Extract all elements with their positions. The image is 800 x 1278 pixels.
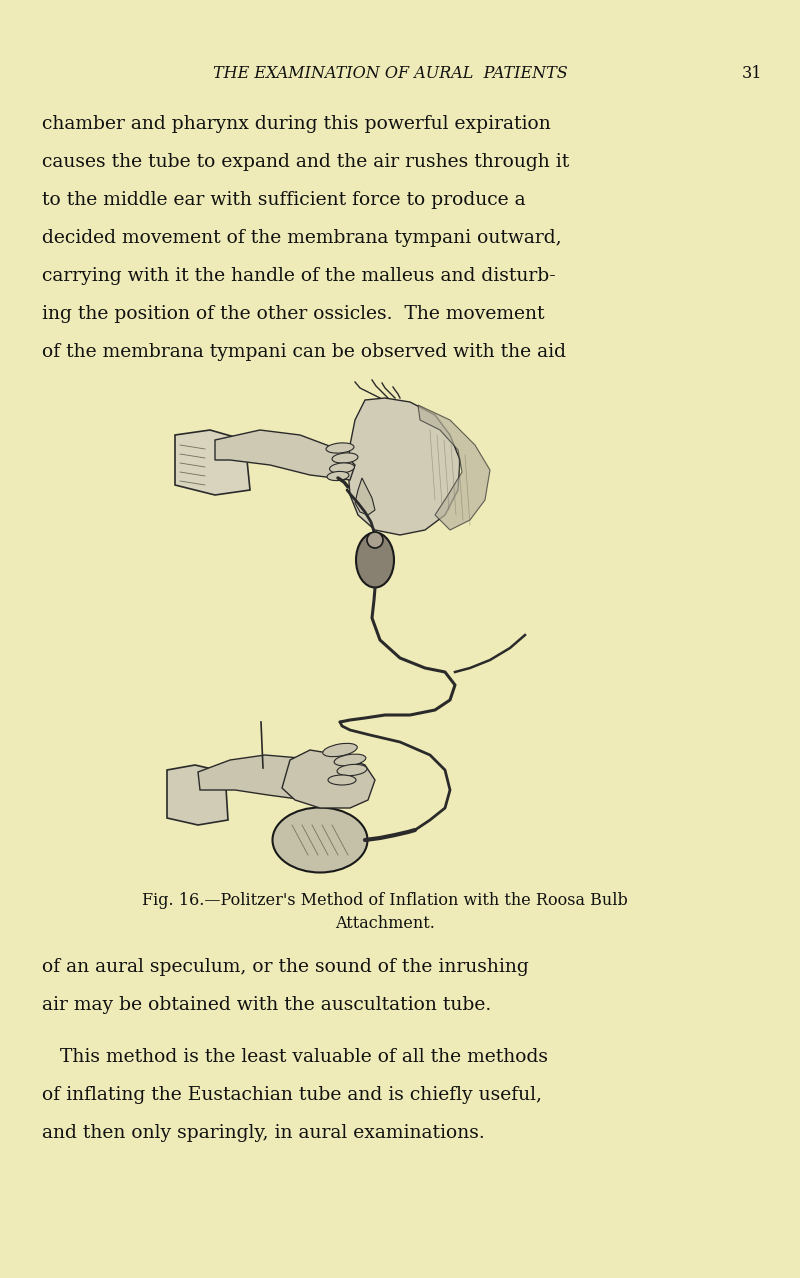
- Ellipse shape: [273, 808, 367, 873]
- Polygon shape: [198, 755, 345, 800]
- Text: and then only sparingly, in aural examinations.: and then only sparingly, in aural examin…: [42, 1123, 485, 1143]
- FancyBboxPatch shape: [150, 380, 620, 881]
- Text: air may be obtained with the auscultation tube.: air may be obtained with the auscultatio…: [42, 996, 491, 1013]
- Polygon shape: [167, 766, 228, 826]
- Text: decided movement of the membrana tympani outward,: decided movement of the membrana tympani…: [42, 229, 562, 247]
- Ellipse shape: [327, 472, 349, 481]
- Ellipse shape: [322, 744, 358, 757]
- Ellipse shape: [356, 533, 394, 588]
- Ellipse shape: [337, 764, 367, 776]
- Text: of the membrana tympani can be observed with the aid: of the membrana tympani can be observed …: [42, 343, 566, 360]
- Ellipse shape: [330, 463, 354, 473]
- Polygon shape: [355, 478, 375, 515]
- Ellipse shape: [334, 754, 366, 766]
- Text: ing the position of the other ossicles.  The movement: ing the position of the other ossicles. …: [42, 305, 545, 323]
- Text: to the middle ear with sufficient force to produce a: to the middle ear with sufficient force …: [42, 190, 526, 210]
- Text: carrying with it the handle of the malleus and disturb-: carrying with it the handle of the malle…: [42, 267, 556, 285]
- Text: Attachment.: Attachment.: [335, 915, 435, 932]
- Polygon shape: [282, 750, 375, 808]
- Polygon shape: [175, 429, 250, 495]
- Text: causes the tube to expand and the air rushes through it: causes the tube to expand and the air ru…: [42, 153, 570, 171]
- Text: THE EXAMINATION OF AURAL  PATIENTS: THE EXAMINATION OF AURAL PATIENTS: [213, 65, 567, 82]
- Text: 31: 31: [742, 65, 762, 82]
- Ellipse shape: [332, 452, 358, 463]
- Text: This method is the least valuable of all the methods: This method is the least valuable of all…: [42, 1048, 548, 1066]
- Text: chamber and pharynx during this powerful expiration: chamber and pharynx during this powerful…: [42, 115, 550, 133]
- Polygon shape: [348, 397, 460, 535]
- Text: Fig. 16.—Politzer's Method of Inflation with the Roosa Bulb: Fig. 16.—Politzer's Method of Inflation …: [142, 892, 628, 909]
- Polygon shape: [215, 429, 355, 481]
- Text: of inflating the Eustachian tube and is chiefly useful,: of inflating the Eustachian tube and is …: [42, 1086, 542, 1104]
- Ellipse shape: [328, 774, 356, 785]
- Text: of an aural speculum, or the sound of the inrushing: of an aural speculum, or the sound of th…: [42, 958, 529, 976]
- Ellipse shape: [326, 443, 354, 454]
- Circle shape: [367, 532, 383, 548]
- Polygon shape: [418, 405, 490, 530]
